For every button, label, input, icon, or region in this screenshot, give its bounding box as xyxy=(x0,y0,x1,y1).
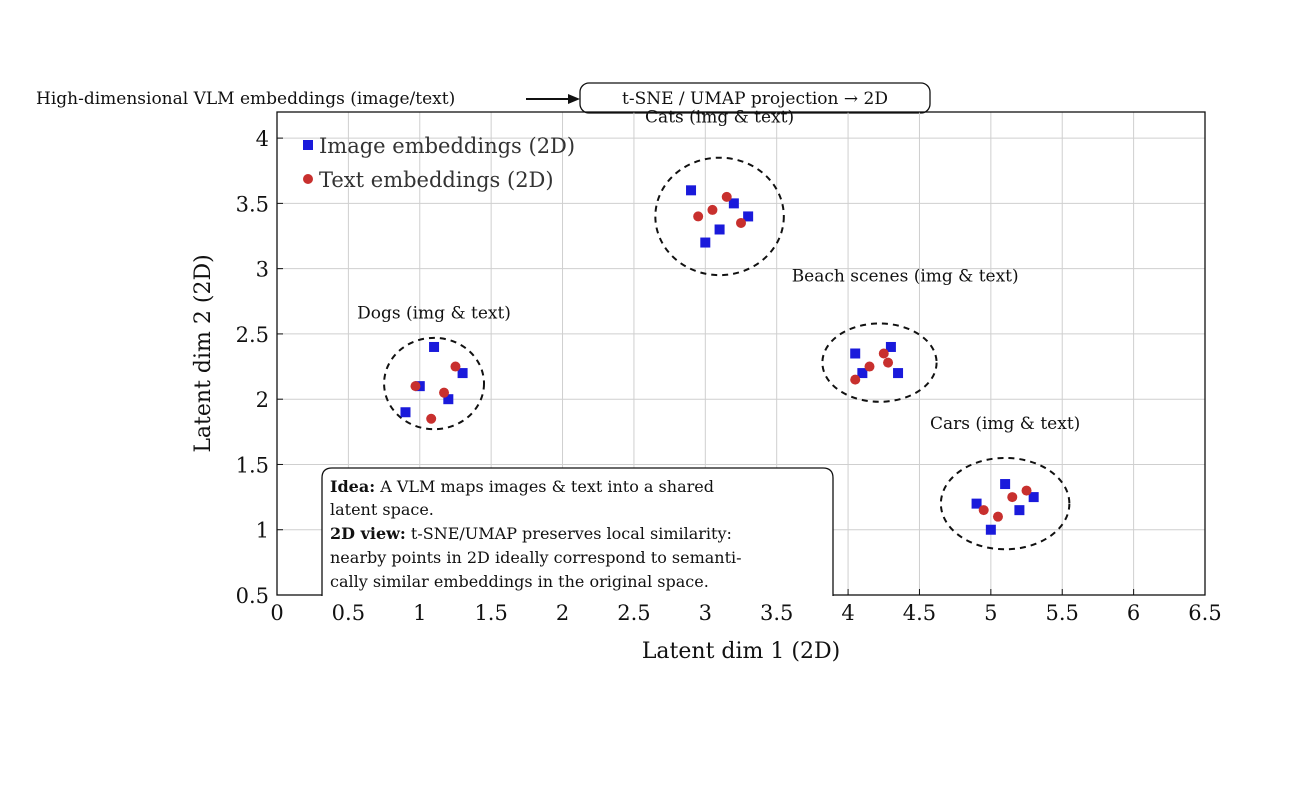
x-tick-label: 0 xyxy=(270,601,283,625)
x-axis-title: Latent dim 1 (2D) xyxy=(642,639,840,664)
text-point xyxy=(736,217,746,228)
idea-line-2: latent space. xyxy=(330,500,434,519)
y-tick-label: 3.5 xyxy=(236,192,269,216)
text-point xyxy=(978,505,989,516)
x-tick-label: 1 xyxy=(413,601,426,625)
image-point xyxy=(743,211,754,222)
image-point xyxy=(893,368,904,379)
text-point xyxy=(693,211,704,222)
text-point xyxy=(439,387,450,398)
idea-text-1: A VLM maps images & text into a shared xyxy=(379,477,714,496)
image-point xyxy=(429,341,440,352)
cluster-ellipse xyxy=(939,456,1071,551)
text-point xyxy=(850,374,861,385)
text-point xyxy=(426,413,437,424)
text-point xyxy=(878,348,889,359)
x-tick-label: 5.5 xyxy=(1046,601,1079,625)
cluster-label: Dogs (img & text) xyxy=(357,303,511,323)
text-point xyxy=(1021,485,1032,496)
text-point xyxy=(410,381,421,392)
cluster-ellipse xyxy=(383,336,486,431)
cluster-label: Beach scenes (img & text) xyxy=(792,267,1019,287)
image-point xyxy=(457,368,468,379)
image-point xyxy=(686,185,697,196)
cluster-ellipses: Cats (img & text) Dogs (img & text) Beach … xyxy=(357,107,1080,551)
image-point xyxy=(728,198,739,209)
idea-line-4: nearby points in 2D ideally correspond t… xyxy=(330,548,742,567)
image-point xyxy=(400,407,411,418)
x-tick-label: 6 xyxy=(1127,601,1140,625)
image-point xyxy=(850,348,861,359)
text-point xyxy=(721,191,732,202)
x-tick-label: 5 xyxy=(984,601,997,625)
y-tick-label: 1.5 xyxy=(236,453,269,477)
pipeline-arrowhead xyxy=(568,94,580,104)
image-point xyxy=(985,524,996,535)
y-tick-label: 3 xyxy=(256,258,269,282)
pipeline-box xyxy=(579,82,931,114)
pipeline-box-text: t-SNE / UMAP projection → 2D xyxy=(622,89,888,109)
pipeline-annotation: High-dimensional VLM embeddings (image/t… xyxy=(36,82,931,114)
x-tick-label: 4.5 xyxy=(903,601,936,625)
text-point xyxy=(883,357,894,368)
idea-line-3: 2D view: t-SNE/UMAP preserves local simi… xyxy=(330,524,732,543)
cluster-ellipse xyxy=(654,156,785,277)
x-tick-label: 2 xyxy=(556,601,569,625)
legend-image-label: Image embeddings (2D) xyxy=(319,134,575,158)
image-point xyxy=(443,394,454,405)
legend-image-marker xyxy=(303,140,313,150)
image-point xyxy=(885,341,896,352)
y-axis-title: Latent dim 2 (2D) xyxy=(191,254,216,452)
y-tick-label: 0.5 xyxy=(236,584,269,608)
x-tick-label: 2.5 xyxy=(617,601,650,625)
text-point xyxy=(992,511,1003,522)
y-tick-label: 2.5 xyxy=(236,323,269,347)
pipeline-source-text: High-dimensional VLM embeddings (image/t… xyxy=(36,89,455,109)
cluster-ellipse xyxy=(821,322,938,403)
y-tick-label: 2 xyxy=(256,388,269,412)
legend: Image embeddings (2D) Text embeddings (2… xyxy=(303,134,575,192)
cluster-label: Cats (img & text) xyxy=(645,107,794,127)
idea-box xyxy=(321,467,834,596)
idea-line-5: cally similar embeddings in the original… xyxy=(330,572,709,591)
cluster-label: Cars (img & text) xyxy=(930,414,1080,434)
legend-text-label: Text embeddings (2D) xyxy=(319,168,554,192)
image-point xyxy=(1028,492,1039,503)
image-point xyxy=(1014,505,1025,516)
x-tick-label: 6.5 xyxy=(1188,601,1221,625)
image-point xyxy=(1000,479,1011,490)
idea-label: Idea: xyxy=(330,477,375,496)
y-tick-label: 1 xyxy=(256,519,269,543)
text-point xyxy=(450,361,461,372)
x-tick-label: 1.5 xyxy=(474,601,507,625)
view-text-1: t-SNE/UMAP preserves local similarity: xyxy=(411,524,732,543)
x-tick-label: 4 xyxy=(841,601,854,625)
idea-annotation: Idea: A VLM maps images & text into a sh… xyxy=(321,467,834,596)
data-points xyxy=(400,185,1039,535)
image-point xyxy=(857,368,868,379)
text-point xyxy=(1007,492,1018,503)
x-tick-label: 3 xyxy=(699,601,712,625)
image-point xyxy=(714,224,725,235)
text-point xyxy=(707,204,718,215)
text-point xyxy=(864,361,875,372)
image-point xyxy=(971,498,982,509)
idea-line-1: Idea: A VLM maps images & text into a sh… xyxy=(330,477,714,496)
axis-ticks: 0 0.5 1 1.5 2 2.5 3 3.5 4 4.5 5 5.5 6 6.50.511.522.53… xyxy=(236,127,1222,625)
x-tick-label: 3.5 xyxy=(760,601,793,625)
view-label: 2D view: xyxy=(330,524,406,543)
y-tick-label: 4 xyxy=(256,127,269,151)
x-tick-label: 0.5 xyxy=(332,601,365,625)
image-point xyxy=(700,237,711,248)
legend-text-marker xyxy=(303,174,313,184)
